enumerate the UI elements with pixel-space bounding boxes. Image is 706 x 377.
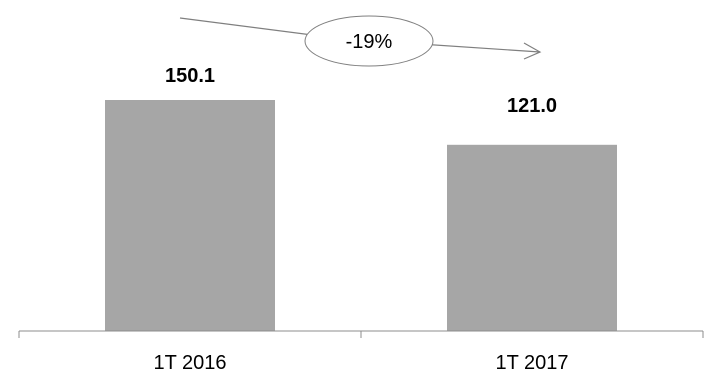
bar-2 [447,144,617,331]
bar-1 [105,100,275,331]
bars-layer: 150.1 121.0 [105,65,617,331]
annotation-arrow-right [419,43,541,53]
change-annotation: -19% [179,15,542,67]
x-axis-ticks: 1T 2016 1T 2017 [18,331,704,374]
annotation-arrow-left [179,17,321,37]
annotation-text: -19% [346,31,393,53]
annotation-arrowhead-icon [523,42,542,60]
data-label-2: 121.0 [507,95,557,117]
annotation-ellipse [304,15,434,67]
x-tick-label-2: 1T 2017 [495,352,568,374]
data-label-1: 150.1 [165,65,215,87]
x-tick-label-1: 1T 2016 [153,352,226,374]
